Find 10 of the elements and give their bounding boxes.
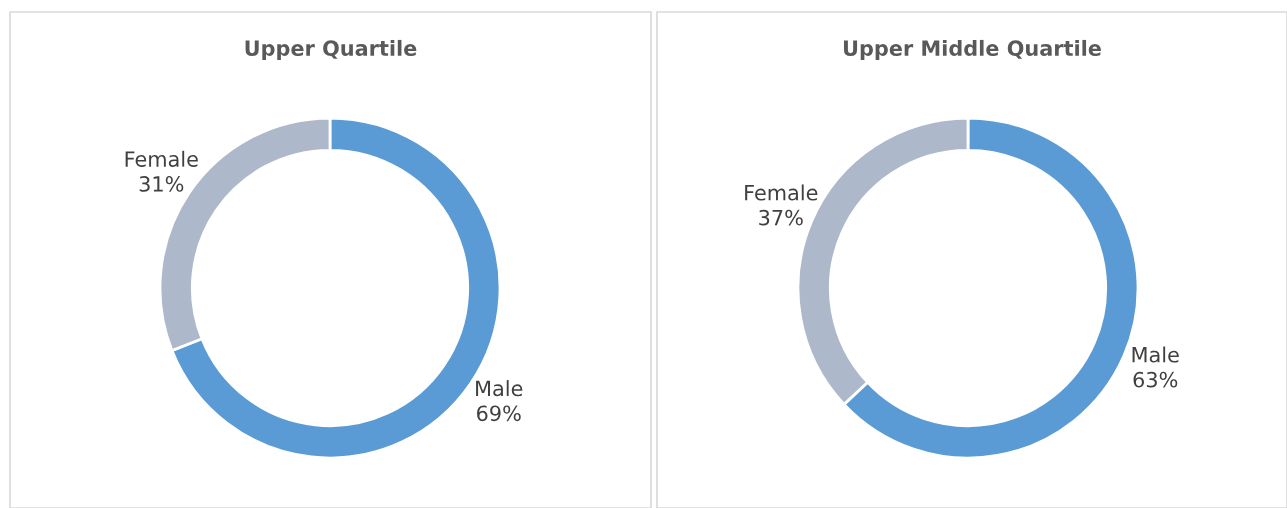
slice-label: Male [1132,346,1179,363]
data-label: 63% [1133,371,1178,388]
slice-label: Female [125,150,198,167]
data-label: 69% [477,405,521,422]
chart-title: Upper Quartile [245,39,417,61]
data-label: 31% [139,176,184,192]
chart-title: Upper Middle Quartile [843,39,1101,61]
data-label: 37% [759,209,803,226]
slice-label: Female [745,184,818,201]
slice-label: Male [476,380,523,397]
